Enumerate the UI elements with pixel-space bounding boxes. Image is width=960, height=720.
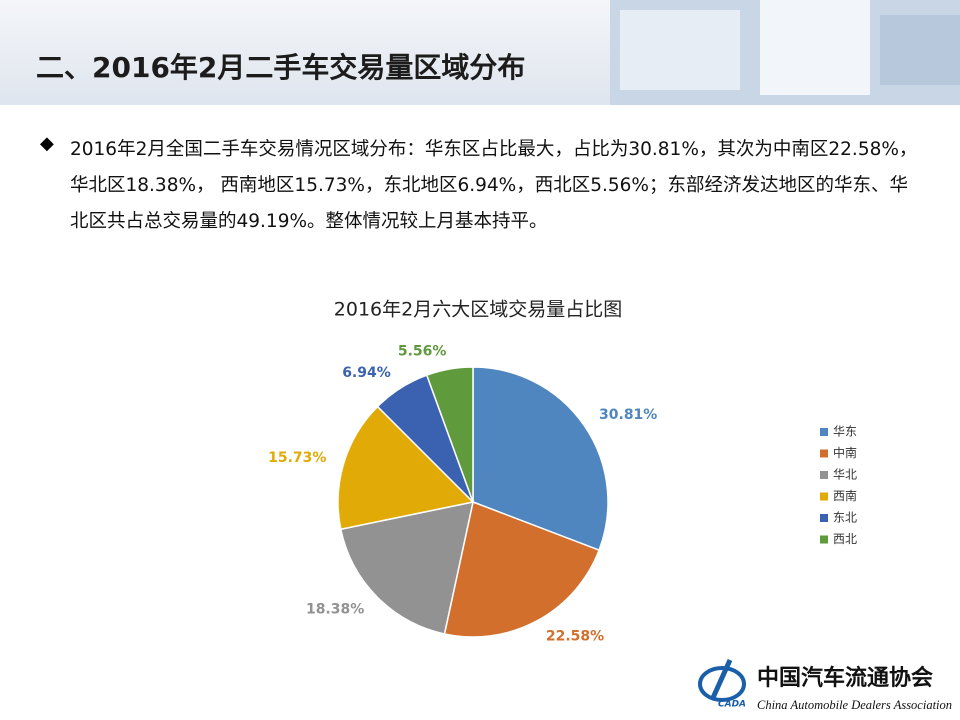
legend-label: 西北 bbox=[833, 532, 857, 546]
legend-swatch bbox=[820, 449, 828, 458]
chart-title: 2016年2月六大区域交易量占比图 bbox=[334, 299, 622, 321]
legend-label: 中南 bbox=[833, 445, 857, 460]
pie-slice bbox=[443, 500, 601, 638]
data-label: 18.38% bbox=[306, 602, 364, 618]
bullet-text: 2016年2月全国二手车交易情况区域分布：华东区占比最大，占比为30.81%，其… bbox=[70, 139, 918, 232]
legend-label: 东北 bbox=[833, 511, 857, 525]
data-label: 5.56% bbox=[398, 343, 447, 359]
pie-slice bbox=[425, 366, 474, 503]
pie-slice bbox=[472, 366, 609, 552]
legend-label: 华东 bbox=[833, 425, 857, 439]
footer-logo: CADA 中国汽车流通协会 China Automobile Dealers A… bbox=[698, 658, 952, 712]
data-label: 30.81% bbox=[599, 407, 657, 423]
legend-swatch bbox=[820, 471, 828, 479]
legend-label: 西南 bbox=[833, 488, 857, 503]
data-label: 22.58% bbox=[546, 629, 604, 645]
pie-slice bbox=[337, 405, 475, 531]
legend-swatch bbox=[820, 492, 828, 501]
legend-swatch bbox=[820, 514, 828, 522]
slide-title: 二、2016年2月二手车交易量区域分布 bbox=[36, 51, 526, 84]
data-label: 15.73% bbox=[268, 450, 326, 466]
org-name-en: China Automobile Dealers Association bbox=[757, 698, 952, 712]
bullet-icon: ◆ bbox=[40, 133, 54, 154]
legend-swatch bbox=[820, 535, 828, 544]
header-band: 二、2016年2月二手车交易量区域分布 bbox=[0, 0, 960, 105]
pie-slice bbox=[339, 501, 474, 635]
header-picture bbox=[610, 0, 960, 105]
org-name-cn: 中国汽车流通协会 bbox=[757, 665, 933, 690]
legend-label: 华北 bbox=[833, 468, 857, 482]
logo-text: CADA bbox=[718, 700, 746, 710]
data-label: 6.94% bbox=[342, 365, 391, 381]
legend-swatch bbox=[820, 428, 828, 436]
